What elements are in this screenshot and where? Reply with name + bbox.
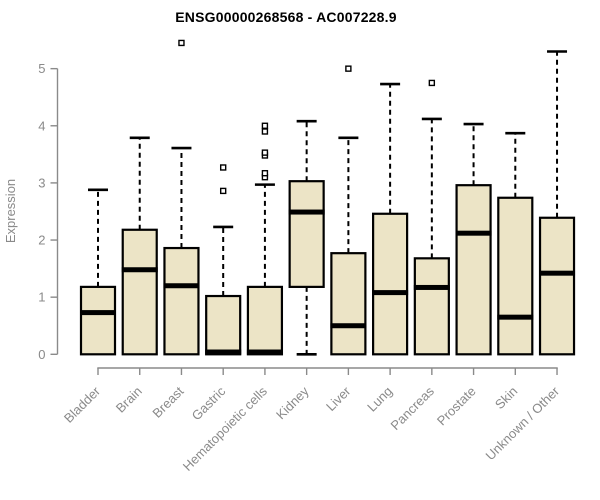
x-category-label: Pancreas [388,383,438,433]
box [538,216,576,356]
y-tick-label: 5 [38,61,45,76]
median-bar [372,290,409,296]
x-category-label: Brain [113,384,145,416]
y-tick-label: 3 [38,175,45,190]
median-bar [163,283,200,289]
outlier-point [178,39,185,47]
box [246,285,284,356]
x-category-label: Liver [323,383,354,414]
box [455,184,492,356]
box [413,257,450,356]
box [372,212,409,356]
box [497,196,534,356]
box [121,228,158,356]
outlier-point [219,164,227,171]
y-tick-label: 4 [38,118,45,133]
outlier-point [428,79,436,87]
outlier-point [261,169,269,177]
x-category-label: Bladder [61,383,104,426]
x-category-label: Unknown / Other [483,383,563,463]
x-category-label: Lung [364,384,395,415]
x-category-label: Prostate [434,384,479,429]
outlier-point [345,65,352,72]
median-bar [330,323,367,329]
median-bar [539,270,576,276]
x-category-label: Gastric [189,383,229,423]
x-category-label: Kidney [273,383,312,422]
box [288,180,325,288]
chart-title: ENSG00000268568 - AC007228.9 [175,9,397,25]
outlier-point [219,187,227,195]
median-bar [413,284,450,290]
y-tick-label: 0 [38,347,45,362]
x-category-label: Skin [492,384,520,412]
outlier-point [261,128,269,135]
outlier-point [261,122,269,129]
median-bar [205,349,242,355]
median-bar [121,267,158,273]
box [205,294,242,356]
y-tick-label: 2 [38,233,45,248]
y-axis-title: Expression [3,179,18,243]
median-bar [246,349,283,355]
x-category-label: Breast [149,383,186,420]
outlier-point [261,149,269,156]
box [79,285,117,356]
median-bar [455,230,492,236]
box [330,252,367,356]
median-bar [80,310,116,316]
median-bar [288,209,325,215]
y-tick-label: 1 [38,290,45,305]
median-bar [497,314,534,320]
box [163,246,200,356]
